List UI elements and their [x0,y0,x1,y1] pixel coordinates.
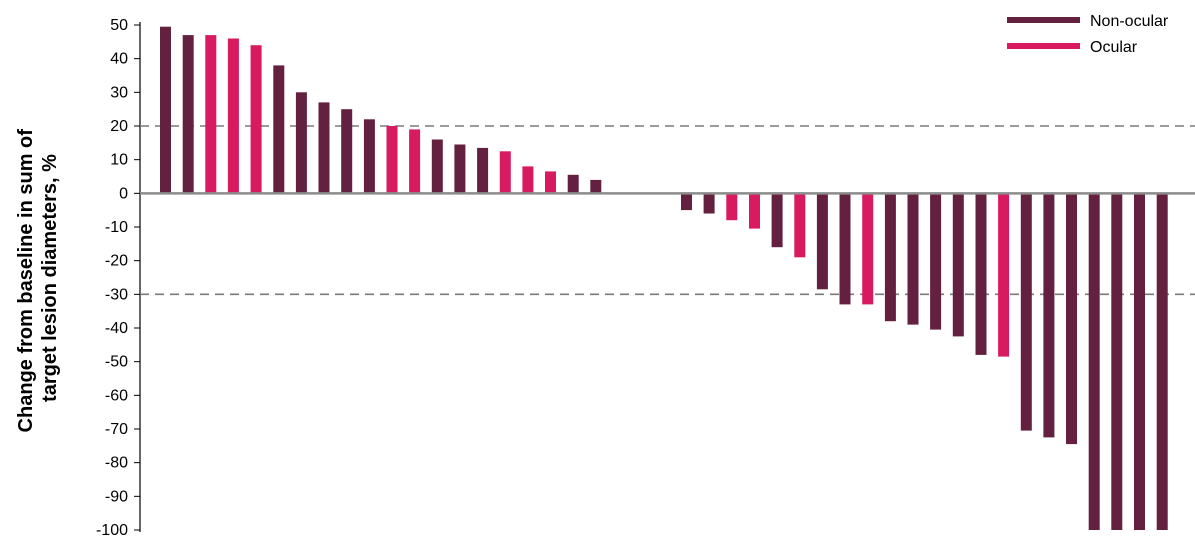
y-tick-label: -70 [105,421,128,438]
bar [454,144,466,194]
bar [363,119,375,194]
legend-label: Non-ocular [1090,13,1169,30]
bar [907,193,919,325]
bar [273,65,285,194]
bar [431,139,443,194]
y-axis-label-line-1: Change from baseline in sum of [15,129,37,433]
bar [1134,193,1145,531]
bars [160,26,1168,531]
legend: Non-ocular Ocular [1007,13,1169,56]
y-axis: 50 40 30 20 10 0 -10 -20 -30 -40 -50 -60 -70 -80 -90 -1… [96,17,141,536]
legend-label: Ocular [1090,39,1138,56]
y-tick-label: -90 [105,488,128,505]
bar [499,151,511,194]
y-tick-label: 10 [110,152,128,169]
bar [1020,193,1032,431]
bar [952,193,964,337]
bar [409,129,421,194]
bar [703,193,715,214]
bar [522,166,534,194]
bar [749,193,760,229]
bar [1088,193,1100,531]
bar [590,179,602,194]
bar [771,193,783,248]
y-tick-label: -100 [96,522,128,536]
bar [182,35,194,194]
bar [975,193,987,355]
y-tick-label: -50 [105,354,128,371]
bar [160,26,171,194]
bar [884,193,896,322]
y-tick-label: 30 [110,84,128,101]
bar [998,193,1010,357]
reference-lines [140,125,1195,296]
bar [681,193,692,211]
bar [250,45,262,194]
bar [477,147,489,194]
bar [1066,193,1077,445]
bar [726,193,738,221]
y-tick-label: 20 [110,118,128,135]
bar [227,38,239,194]
y-tick-label: -10 [105,219,128,236]
bar [295,92,307,194]
y-tick-label: 40 [110,51,128,68]
y-axis-label-line-2: target lesion diameters, % [39,154,61,402]
bar [318,102,330,194]
y-tick-label: -30 [105,286,128,303]
bar [205,35,217,194]
bar [816,193,828,290]
bar [839,193,851,305]
bar [1043,193,1055,438]
bar [386,126,398,194]
bar [545,171,556,194]
bar [794,193,806,258]
y-tick-label: 0 [119,185,128,202]
bar [341,109,353,194]
bar [567,174,579,194]
y-tick-label: 50 [110,17,128,34]
bar [1111,193,1123,531]
y-tick-label: -20 [105,253,128,270]
y-axis-label: Change from baseline in sum of target le… [15,124,61,433]
y-tick-label: -40 [105,320,128,337]
y-tick-label: -80 [105,455,128,472]
y-tick-label: -60 [105,387,128,404]
bar [862,193,874,305]
bar [1156,193,1168,531]
bar [930,193,942,330]
